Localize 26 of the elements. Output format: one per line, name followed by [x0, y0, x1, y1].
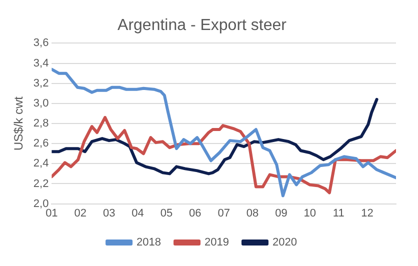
x-tick-label: 07 — [218, 207, 230, 220]
y-tick-label: 2,0 — [33, 198, 49, 210]
y-tick-label: 3,6 — [33, 37, 49, 50]
y-tick-label: 3,4 — [33, 57, 49, 70]
x-tick-label: 10 — [304, 207, 316, 220]
x-tick-label: 09 — [275, 207, 288, 220]
y-tick-label: 3,0 — [33, 97, 49, 110]
y-tick-label: 2,2 — [33, 178, 49, 190]
y-axis-title: US$/k cwt — [12, 96, 26, 151]
x-tick-label: 08 — [246, 207, 259, 220]
x-tick-label: 05 — [160, 207, 173, 220]
x-tick-label: 04 — [132, 207, 144, 220]
legend-label: 2018 — [136, 236, 162, 249]
x-tick-label: 12 — [361, 207, 374, 220]
x-tick-label: 11 — [332, 207, 344, 220]
x-tick-label: 03 — [102, 207, 116, 220]
y-tick-label: 3,2 — [33, 77, 49, 90]
x-tick-label: 01 — [46, 207, 58, 220]
legend-label: 2020 — [272, 236, 297, 249]
y-tick-label: 2,6 — [33, 138, 49, 150]
chart-title: Argentina - Export steer — [118, 17, 288, 34]
legend-label: 2019 — [204, 236, 229, 249]
y-tick-label: 2,4 — [33, 158, 49, 170]
x-tick-label: 02 — [74, 207, 87, 220]
x-tick-label: 06 — [189, 207, 202, 220]
y-tick-label: 2,8 — [33, 118, 49, 130]
